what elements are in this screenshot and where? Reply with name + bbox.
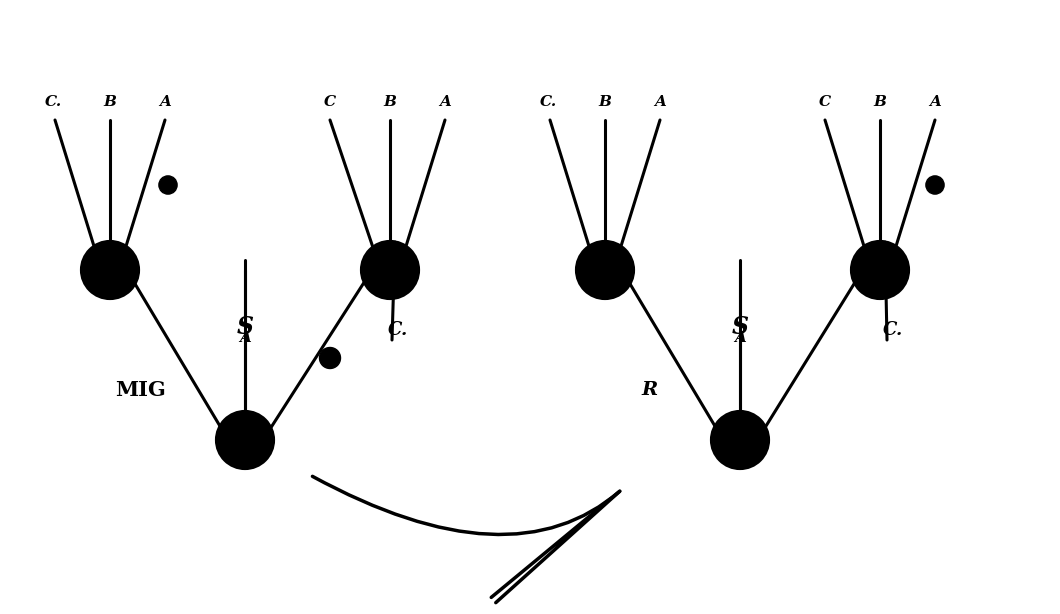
Text: C.: C. [540,95,556,109]
Text: B: B [104,95,117,109]
Text: A: A [735,331,746,345]
Text: A: A [439,95,450,109]
Text: MIG: MIG [114,380,165,400]
Circle shape [319,348,340,368]
Text: MAJ: MAJ [87,261,134,279]
Text: A: A [240,331,251,345]
Circle shape [852,242,908,298]
Text: C: C [324,95,336,109]
Text: A: A [654,95,666,109]
Circle shape [217,412,273,468]
Circle shape [159,176,177,194]
Text: MAJ: MAJ [367,261,413,279]
Text: A: A [929,95,941,109]
Circle shape [577,242,633,298]
Text: S: S [236,315,253,339]
Circle shape [82,242,138,298]
Text: R: R [642,381,658,399]
Text: C: C [819,95,831,109]
Text: R: R [730,429,749,451]
Text: C.: C. [388,321,408,339]
Circle shape [712,412,768,468]
Text: R: R [597,261,613,279]
Text: R: R [872,261,888,279]
Text: S: S [731,315,748,339]
Text: MAJ: MAJ [222,431,268,449]
Text: C.: C. [883,321,903,339]
Text: A: A [159,95,171,109]
Circle shape [925,176,944,194]
Text: B: B [599,95,612,109]
Text: B: B [873,95,886,109]
Circle shape [363,242,418,298]
Text: C.: C. [45,95,61,109]
Text: B: B [384,95,396,109]
